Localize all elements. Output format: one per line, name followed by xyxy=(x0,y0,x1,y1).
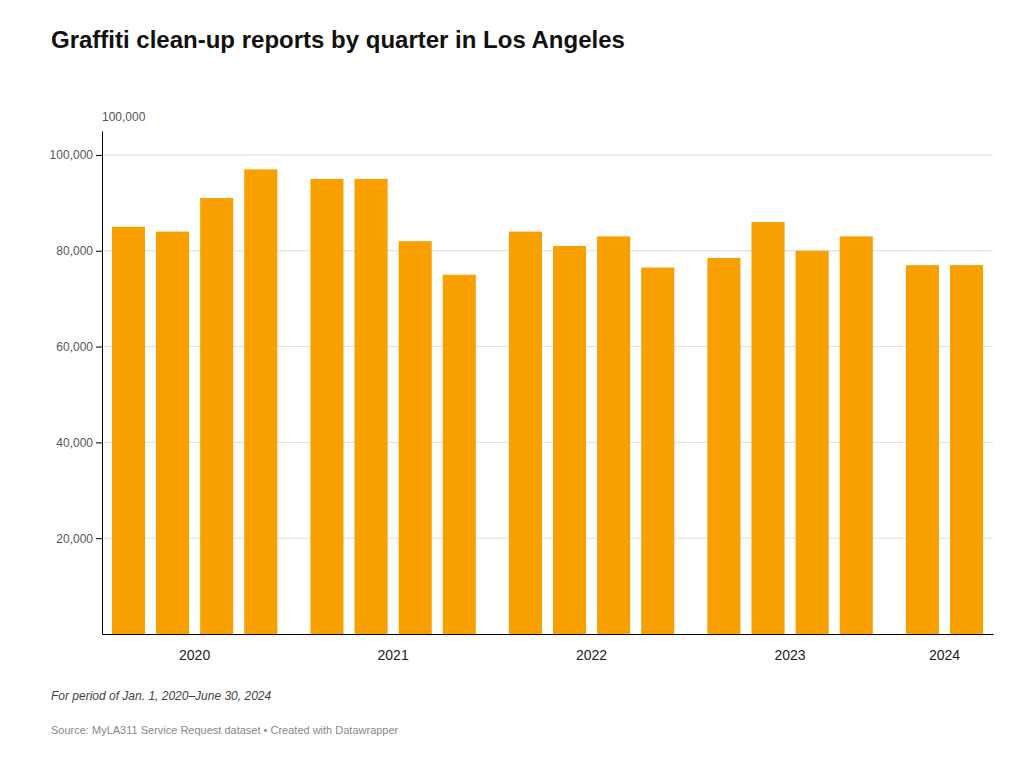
y-tick-mark xyxy=(96,251,102,252)
y-tick-mark xyxy=(96,442,102,443)
source: Source: MyLA311 Service Request dataset … xyxy=(51,724,399,736)
grid-line xyxy=(102,154,993,155)
bar xyxy=(641,268,674,634)
group-label: 2020 xyxy=(179,647,210,663)
bar xyxy=(355,179,388,634)
bar xyxy=(200,198,233,634)
bar xyxy=(707,258,740,634)
bar xyxy=(399,241,432,634)
group-labels: 2020 2021 2022 2023 2024 xyxy=(179,647,960,663)
group-label: 2021 xyxy=(378,647,409,663)
plot-area: 20,00040,00060,00080,000100,000202020212… xyxy=(50,132,994,664)
y-tick-label: 20,000 xyxy=(56,532,93,546)
group-label: 2023 xyxy=(775,647,806,663)
bar xyxy=(796,251,829,634)
bar xyxy=(597,236,630,634)
subtitle: For period of Jan. 1, 2020–June 30, 2024 xyxy=(51,689,271,703)
annotation: 100,000 xyxy=(102,110,146,124)
y-axis: 20,000 40,000 60,000 80,000 100,000 xyxy=(50,132,103,635)
y-tick-mark xyxy=(96,538,102,539)
x-axis-line xyxy=(103,634,994,635)
title: Graffiti clean-up reports by quarter in … xyxy=(51,26,625,53)
y-tick: 20,000 xyxy=(56,532,102,546)
bar xyxy=(244,169,277,634)
bar xyxy=(443,275,476,634)
y-tick-label: 60,000 xyxy=(56,340,93,354)
bar xyxy=(950,265,983,634)
bar xyxy=(553,246,586,634)
x-axis xyxy=(103,634,994,635)
bar xyxy=(906,265,939,634)
bar xyxy=(752,222,785,634)
y-tick-label: 80,000 xyxy=(56,244,93,258)
bar xyxy=(840,236,873,634)
bar xyxy=(509,232,542,634)
group-label: 2024 xyxy=(929,647,960,663)
y-tick-mark xyxy=(96,347,102,348)
y-tick: 80,000 xyxy=(56,244,102,258)
y-tick: 60,000 xyxy=(56,340,102,354)
y-axis-line xyxy=(102,132,103,635)
group-label: 2022 xyxy=(576,647,607,663)
bar xyxy=(310,179,343,634)
bars xyxy=(112,169,983,634)
chart: 20,00040,00060,00080,000100,000202020212… xyxy=(0,0,1024,773)
bar xyxy=(156,232,189,634)
y-tick: 100,000 xyxy=(50,148,102,162)
bar xyxy=(112,227,145,634)
y-tick-mark xyxy=(96,155,102,156)
y-tick-label: 100,000 xyxy=(50,148,94,162)
y-tick-label: 40,000 xyxy=(56,436,93,450)
y-tick: 40,000 xyxy=(56,436,102,450)
